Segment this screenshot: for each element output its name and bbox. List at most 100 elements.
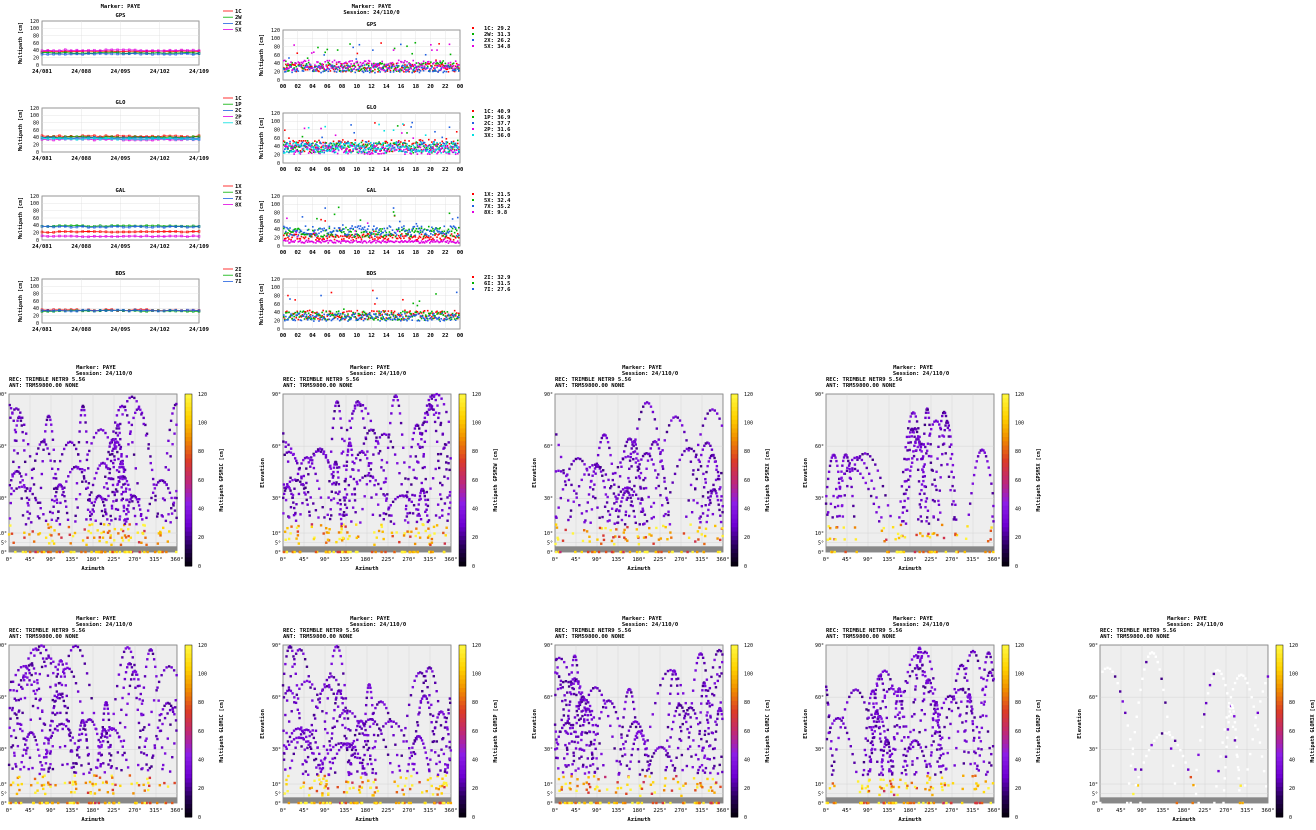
y-tick-label: 60	[274, 136, 280, 142]
track-point	[366, 432, 369, 435]
track-point	[115, 469, 119, 472]
data-point	[436, 49, 438, 51]
data-point	[380, 147, 382, 150]
track-point	[289, 489, 292, 492]
series-point	[157, 234, 160, 238]
series-point	[69, 234, 73, 238]
data-point	[429, 70, 431, 73]
data-point	[317, 66, 319, 69]
track-point	[298, 466, 301, 470]
data-point	[303, 313, 306, 315]
track-point	[20, 475, 23, 478]
track-point	[9, 501, 12, 505]
data-point	[414, 234, 417, 237]
track-point	[293, 550, 296, 554]
data-point	[451, 143, 454, 146]
track-point	[106, 457, 109, 461]
track-point	[448, 494, 451, 497]
colorbar-segment	[459, 518, 466, 524]
legend-entry: 1C: 40.9	[484, 109, 511, 115]
track-point	[51, 511, 54, 515]
track-point	[360, 409, 364, 413]
track-point	[114, 421, 117, 424]
series-point	[191, 225, 195, 229]
track-point	[48, 510, 52, 514]
data-point	[286, 217, 288, 220]
track-point	[63, 495, 66, 498]
data-point	[378, 153, 380, 155]
data-point	[423, 141, 426, 144]
track-point	[122, 509, 126, 513]
track-point	[126, 517, 129, 521]
series-point	[64, 48, 67, 52]
colorbar-segment	[185, 475, 192, 481]
data-point	[395, 142, 398, 144]
data-point	[289, 66, 291, 68]
data-point	[452, 239, 455, 241]
data-point	[427, 151, 430, 153]
track-point	[123, 476, 126, 479]
y-tick-label: 60	[33, 299, 39, 305]
track-point	[23, 449, 26, 452]
track-point	[319, 450, 323, 453]
data-point	[354, 71, 357, 74]
data-point	[451, 146, 454, 148]
data-point	[360, 238, 363, 240]
track-point	[341, 437, 344, 441]
data-point	[365, 145, 368, 147]
data-point	[420, 143, 423, 146]
data-point	[452, 64, 455, 67]
track-point	[106, 436, 109, 439]
track-point	[50, 518, 54, 522]
data-point	[291, 71, 293, 74]
data-point	[361, 151, 364, 154]
track-point	[435, 524, 439, 527]
track-point	[347, 483, 351, 487]
data-point	[340, 229, 343, 232]
data-point	[448, 314, 451, 317]
track-point	[171, 412, 174, 415]
y-tick-label: 100	[271, 202, 280, 208]
track-point	[97, 429, 100, 432]
data-point	[378, 229, 380, 231]
data-point	[345, 235, 347, 237]
track-point	[288, 480, 292, 483]
data-point	[365, 241, 368, 244]
data-point	[446, 318, 449, 320]
track-point	[123, 405, 127, 408]
track-point	[352, 477, 356, 481]
data-point	[355, 58, 358, 60]
track-point	[44, 430, 47, 433]
track-point	[393, 453, 397, 456]
track-point	[319, 524, 323, 527]
data-point	[369, 145, 372, 147]
track-point	[427, 408, 431, 411]
data-point	[401, 69, 403, 72]
colorbar-segment	[459, 548, 466, 554]
data-point	[377, 70, 379, 73]
track-point	[446, 477, 450, 480]
track-point	[44, 519, 48, 523]
data-point	[302, 310, 305, 312]
track-point	[128, 500, 131, 504]
data-point	[412, 59, 415, 62]
track-point	[21, 479, 24, 482]
track-point	[337, 466, 341, 469]
y-tick-label: 80	[274, 210, 280, 216]
track-point	[111, 461, 115, 465]
data-point	[349, 235, 351, 238]
track-point	[133, 396, 136, 400]
data-point	[418, 62, 421, 65]
data-point	[431, 147, 433, 150]
series-point	[110, 48, 114, 52]
data-point	[356, 151, 359, 154]
data-point	[368, 237, 371, 239]
data-point	[444, 62, 447, 65]
data-point	[330, 142, 333, 145]
data-point	[385, 234, 388, 236]
data-point	[444, 318, 447, 320]
track-point	[425, 490, 429, 494]
data-point	[392, 211, 395, 213]
series-line	[41, 53, 200, 55]
